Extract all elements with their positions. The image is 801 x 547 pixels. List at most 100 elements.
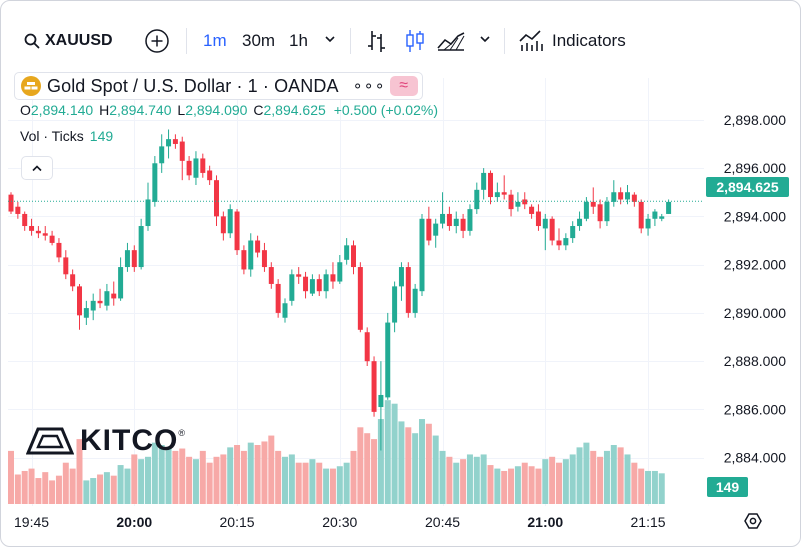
volume-bar xyxy=(28,468,35,504)
candle-body xyxy=(364,332,370,362)
candle-body xyxy=(357,267,363,330)
volume-bar xyxy=(371,439,378,504)
last-volume-tag: 149 xyxy=(707,477,748,497)
volume-bar xyxy=(377,419,384,504)
candle-body xyxy=(638,201,644,229)
candle-body xyxy=(15,206,21,214)
volume-bar xyxy=(487,465,494,504)
volume-bar xyxy=(624,454,631,504)
volume-bar xyxy=(76,439,83,504)
chart-settings-button[interactable] xyxy=(744,512,762,535)
volume-bar xyxy=(590,450,597,504)
candle-body xyxy=(351,245,356,268)
volume-bar xyxy=(261,441,268,504)
time-tick-label: 20:00 xyxy=(116,514,152,530)
candle-body xyxy=(303,276,309,292)
price-tick-label: 2,894.000 xyxy=(724,208,786,224)
volume-bar xyxy=(165,447,172,504)
candle-body xyxy=(159,146,165,164)
chart-type-dropdown[interactable] xyxy=(479,33,491,45)
open-value: 2,894.140 xyxy=(30,102,94,118)
candle-body xyxy=(289,274,295,301)
price-axis[interactable]: 2,898.000 2,896.000 2,894.000 2,892.000 2,89… xyxy=(724,112,786,466)
volume-bar xyxy=(514,466,521,504)
volume-bar xyxy=(658,473,665,504)
volume-bar xyxy=(432,435,439,504)
toolbar-separator xyxy=(186,28,187,54)
collapse-legend-button[interactable] xyxy=(21,156,53,180)
candle-body xyxy=(645,218,651,229)
volume-bar xyxy=(206,462,213,504)
candle-body xyxy=(296,274,302,277)
volume-bar xyxy=(562,459,569,504)
candle-body xyxy=(248,240,254,270)
candle-body xyxy=(200,158,206,173)
indicators-button[interactable]: Indicators xyxy=(518,27,626,55)
area-style-button[interactable] xyxy=(436,30,466,52)
volume-bar xyxy=(316,462,323,504)
candle-body xyxy=(309,279,315,294)
candles-style-button[interactable] xyxy=(404,28,426,54)
candle-body xyxy=(556,240,562,246)
bar-style-button[interactable] xyxy=(366,28,388,54)
time-tick-label: 20:45 xyxy=(425,514,460,530)
volume-bar xyxy=(425,423,432,504)
volume-bar xyxy=(603,450,610,504)
volume-bar xyxy=(254,445,261,504)
compare-symbol-button[interactable] xyxy=(144,28,170,54)
candle-body xyxy=(214,180,219,217)
candle-body xyxy=(35,230,41,234)
candle-body xyxy=(440,213,446,224)
open-label: O xyxy=(20,102,31,118)
more-options-icon[interactable]: ∘∘∘ xyxy=(352,78,386,95)
series-legend[interactable]: Gold Spot / U.S. Dollar · 1 · OANDA ∘∘∘ … xyxy=(14,72,423,100)
toolbar-separator xyxy=(350,28,351,54)
volume-bar xyxy=(302,462,309,504)
candle-body xyxy=(77,286,82,316)
candle-body xyxy=(42,233,48,236)
volume-bar xyxy=(282,456,288,504)
timeframe-30m[interactable]: 30m xyxy=(242,31,276,50)
volume-bar xyxy=(576,447,583,504)
volume-bar xyxy=(69,468,76,504)
candle-body xyxy=(227,209,233,234)
candle-body xyxy=(172,139,178,144)
registered-mark: ® xyxy=(178,428,185,438)
symbol-badge[interactable]: ≈ xyxy=(389,76,418,96)
volume-bar xyxy=(364,433,371,504)
volume-bar xyxy=(473,456,480,504)
time-tick-label: 21:15 xyxy=(631,514,666,530)
volume-bar xyxy=(124,468,131,504)
timeframe-1m[interactable]: 1m xyxy=(203,31,227,50)
time-axis[interactable]: 19:45 20:00 20:15 20:30 20:45 21:00 21:15 xyxy=(14,514,666,530)
close-label: C xyxy=(253,102,264,118)
symbol-search[interactable]: XAUUSD xyxy=(24,28,113,54)
indicators-icon xyxy=(519,30,543,51)
volume-bar xyxy=(610,445,617,504)
candle-body xyxy=(433,223,439,236)
volume-bar xyxy=(419,419,425,504)
volume-bar xyxy=(542,459,549,504)
candle-body xyxy=(22,213,28,227)
volume-bar xyxy=(220,454,227,504)
volume-value: 149 xyxy=(89,128,114,144)
candle-body xyxy=(563,238,569,246)
volume-bar xyxy=(336,466,343,504)
candlesticks xyxy=(8,129,672,451)
candle-body xyxy=(337,262,343,282)
candle-body xyxy=(316,279,322,292)
volume-bar xyxy=(14,474,21,504)
candle-body xyxy=(577,218,583,227)
volume-bar xyxy=(569,454,576,504)
volume-bar xyxy=(398,421,405,504)
volume-bar xyxy=(247,442,254,504)
candle-body xyxy=(255,240,261,253)
timeframe-dropdown[interactable] xyxy=(324,33,336,45)
timeframe-1h[interactable]: 1h xyxy=(289,31,308,50)
candle-body xyxy=(590,201,596,207)
candle-body xyxy=(275,283,281,313)
candle-body xyxy=(398,267,404,287)
chart-grid xyxy=(8,78,704,506)
volume-label: Vol · Ticks xyxy=(20,128,84,144)
